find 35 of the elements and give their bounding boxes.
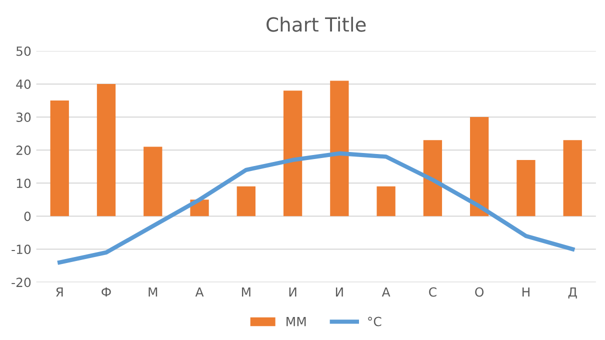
bar bbox=[144, 146, 162, 216]
bar bbox=[50, 100, 69, 216]
x-tick-label: А bbox=[195, 287, 204, 297]
y-tick-label: 30 bbox=[16, 112, 31, 122]
y-tick-label: 10 bbox=[16, 178, 31, 188]
legend-label: ММ bbox=[286, 316, 306, 326]
bar bbox=[96, 84, 116, 216]
bar bbox=[283, 90, 302, 216]
y-tick-label: 40 bbox=[16, 80, 31, 89]
x-tick-label: И bbox=[289, 287, 296, 297]
bar bbox=[236, 186, 256, 216]
x-tick-label: М bbox=[148, 287, 158, 297]
line-series bbox=[58, 151, 575, 264]
y-tick-label: 20 bbox=[16, 146, 31, 156]
y-tick-label: 0 bbox=[24, 212, 31, 222]
x-tick-label: А bbox=[382, 287, 390, 297]
y-tick-label: -20 bbox=[12, 278, 31, 288]
x-tick-label: Я bbox=[56, 287, 63, 297]
x-tick-label: Н bbox=[522, 287, 530, 297]
chart-title: Chart Title bbox=[266, 16, 366, 32]
x-tick-label: М bbox=[242, 287, 250, 297]
bar bbox=[563, 140, 582, 216]
bar bbox=[423, 140, 442, 216]
bar bbox=[376, 186, 396, 216]
legend-label: °C bbox=[368, 316, 382, 326]
bar bbox=[330, 80, 349, 216]
x-tick-label: С bbox=[429, 287, 436, 297]
y-tick-label: 50 bbox=[16, 46, 31, 56]
y-tick-label: -10 bbox=[12, 244, 31, 254]
x-tick-label: И bbox=[336, 287, 343, 297]
x-tick-label: Ф bbox=[102, 287, 111, 297]
x-tick-label: Д bbox=[568, 287, 577, 299]
bar bbox=[470, 117, 489, 216]
bar bbox=[516, 160, 536, 216]
x-tick-label: О bbox=[475, 287, 484, 297]
